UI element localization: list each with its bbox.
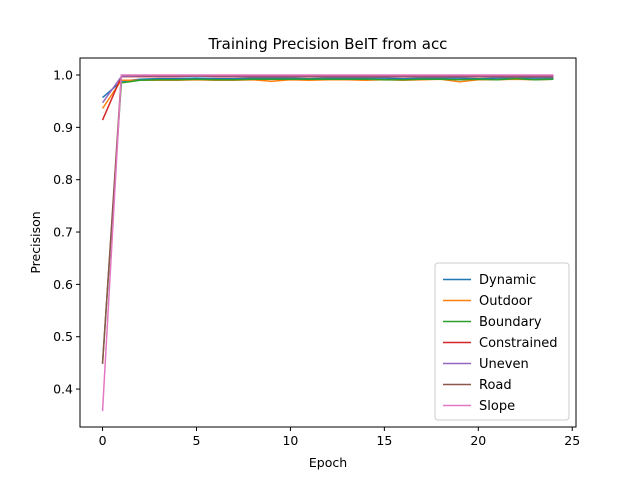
x-axis-ticks: 0 5 10 15 20 25: [99, 427, 580, 448]
legend-label-outdoor: Outdoor: [479, 294, 533, 309]
y-tick-label: 0.9: [53, 120, 73, 135]
y-axis-ticks: 0.4 0.5 0.6 0.7 0.8 0.9 1.0: [53, 68, 80, 397]
legend-box: [434, 262, 570, 421]
x-tick-label: 20: [470, 433, 486, 448]
series-line-boundary: [101, 77, 554, 363]
legend-label-slope: Slope: [479, 399, 515, 414]
plot-frame: [79, 57, 577, 428]
chart-title: Training Precision BeIT from acc: [208, 35, 448, 53]
legend-label-boundary: Boundary: [479, 315, 542, 330]
y-tick-label: 0.4: [53, 382, 73, 397]
legend-label-uneven: Uneven: [479, 357, 529, 372]
plot-lines: [101, 74, 554, 412]
x-tick-label: 15: [376, 433, 392, 448]
x-axis-label: Epoch: [309, 455, 347, 470]
y-tick-label: 0.8: [53, 172, 73, 187]
x-tick-label: 25: [564, 433, 580, 448]
legend: Dynamic Outdoor Boundary Constrained Uneven R…: [434, 262, 570, 421]
legend-label-dynamic: Dynamic: [479, 273, 536, 288]
legend-label-road: Road: [479, 378, 512, 393]
series-line-slope: [101, 74, 554, 412]
x-tick-label: 10: [282, 433, 298, 448]
y-axis-label: Precisison: [28, 211, 43, 273]
x-tick-label: 5: [193, 433, 201, 448]
legend-label-constrained: Constrained: [479, 336, 558, 351]
y-tick-label: 0.5: [53, 329, 73, 344]
y-tick-label: 0.7: [53, 225, 73, 240]
y-tick-label: 0.6: [53, 277, 73, 292]
x-tick-label: 0: [99, 433, 107, 448]
y-tick-label: 1.0: [53, 68, 73, 83]
